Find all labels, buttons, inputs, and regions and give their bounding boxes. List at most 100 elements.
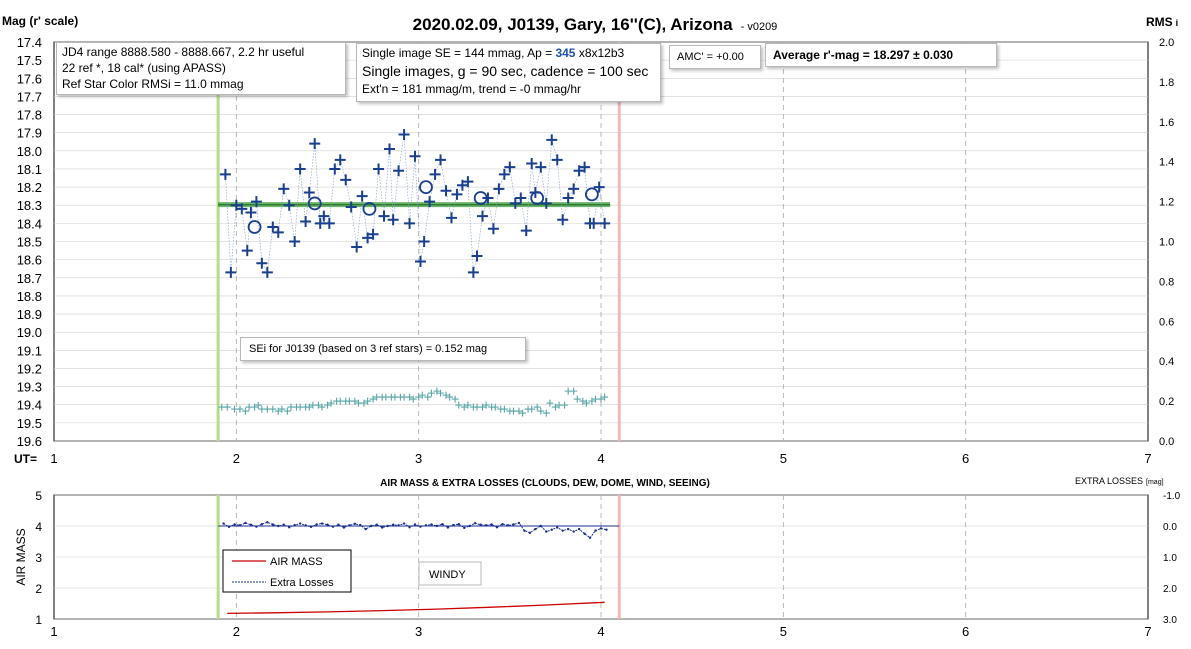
average-mag-box: Average r'-mag = 18.297 ± 0.030 — [765, 43, 997, 67]
extra-losses-point — [435, 524, 439, 528]
extra-losses-point — [222, 522, 225, 525]
group-mean-point — [530, 191, 545, 205]
single-mag-point — [383, 143, 395, 155]
sei-box: SEi for J0139 (based on 3 ref stars) = 0… — [240, 337, 526, 361]
single-mag-point — [482, 192, 494, 204]
rms-point — [314, 401, 322, 409]
single-mag-point — [334, 154, 346, 166]
single-mag-point — [225, 266, 237, 278]
single-mag-point — [520, 225, 532, 237]
y-tick-right: 0.4 — [1159, 356, 1174, 368]
ref-color-rms: Ref Star Color RMSi = 11.0 mmag — [62, 77, 244, 91]
chart-version: - v0209 — [741, 21, 778, 33]
y-tick-left: 18.9 — [17, 307, 42, 322]
y-tick-right: 1.8 — [1159, 77, 1174, 89]
single-mag-point — [515, 192, 527, 204]
single-image-se: Single image SE = 144 mmag, Ap = 345 x8x… — [362, 45, 660, 61]
single-mag-point — [509, 197, 521, 209]
single-images-exposure: Single images, g = 90 sec, cadence = 100… — [362, 63, 649, 79]
y-tick-left: 2 — [35, 582, 42, 596]
single-mag-point — [568, 183, 580, 195]
ref-stars: 22 ref *, 18 cal* (using APASS) — [62, 61, 226, 75]
rms-point — [360, 399, 368, 407]
rms-point — [433, 387, 441, 395]
extra-losses-point — [534, 527, 537, 531]
group-mean-point — [584, 187, 599, 202]
rms-point — [561, 401, 569, 409]
y-tick-left: 17.8 — [17, 108, 42, 123]
y-tick-left: 19.4 — [17, 398, 42, 413]
extra-losses-title-group: EXTRA LOSSES [mag] — [1075, 476, 1164, 486]
x-tick: 5 — [780, 624, 787, 639]
extra-losses-point — [430, 523, 433, 526]
y-tick-right: 0.6 — [1159, 316, 1174, 328]
extra-losses-point — [495, 526, 499, 529]
sei-value: SEi for J0139 (based on 3 ref stars) = 0… — [249, 343, 488, 355]
rms-point — [542, 409, 550, 417]
single-mag-point — [323, 217, 335, 229]
rms-point — [424, 393, 432, 401]
extra-losses-point — [545, 530, 548, 533]
single-mag-point — [579, 161, 591, 173]
y-tick-left: 18.0 — [17, 144, 42, 159]
single-mag-point — [551, 154, 563, 166]
extra-losses-point — [446, 526, 450, 529]
extra-losses-point — [364, 527, 367, 531]
single-mag-point — [546, 134, 558, 146]
rms-point — [274, 407, 282, 415]
extra-losses-point — [244, 521, 247, 525]
rms-point — [464, 401, 472, 409]
y-tick-left: 19.6 — [17, 434, 42, 449]
extra-losses-point — [249, 523, 253, 526]
rms-point — [305, 403, 313, 411]
single-mag-point — [526, 158, 538, 170]
extra-losses-point — [309, 525, 313, 529]
extra-losses-point — [506, 524, 510, 527]
extra-losses-point — [391, 523, 395, 526]
extra-losses-point — [594, 529, 597, 532]
single-mag-point — [498, 168, 510, 180]
single-mag-point — [329, 163, 341, 175]
extra-losses-point — [599, 527, 603, 530]
single-mag-point — [471, 250, 483, 262]
group-mean-point — [307, 196, 322, 211]
single-mag-point — [318, 210, 330, 222]
x-tick: 3 — [415, 624, 422, 639]
extra-losses-point — [320, 522, 324, 525]
rms-point — [515, 407, 523, 415]
y-tick-left: 19.5 — [17, 416, 42, 431]
y-tick-right: 0.0 — [1163, 522, 1177, 533]
extra-losses-unit: [mag] — [1146, 479, 1164, 486]
extra-losses-point — [227, 525, 231, 529]
rms-point — [546, 399, 554, 407]
extra-losses-point — [588, 536, 592, 539]
extra-losses-point — [561, 529, 564, 532]
rms-point — [327, 399, 335, 407]
extra-losses-point — [419, 525, 422, 528]
single-mag-point — [267, 221, 279, 233]
rms-point — [269, 405, 277, 413]
ut-label: UT= — [14, 452, 37, 466]
y-tick-right: 3.0 — [1163, 615, 1177, 626]
y-tick-right: 2.0 — [1163, 584, 1177, 595]
x-tick: 1 — [50, 451, 57, 466]
single-mag-point — [487, 223, 499, 235]
single-mag-point — [398, 128, 410, 140]
single-mag-point — [451, 188, 463, 200]
right-axis-title-group: RMS i — [1146, 15, 1178, 29]
y-tick-left: 18.5 — [17, 235, 42, 250]
y-tick-left: 1 — [35, 613, 42, 627]
rms-point — [427, 389, 435, 397]
extra-losses-point — [517, 521, 521, 525]
single-mag-point — [588, 217, 600, 229]
legend-airmass-label: AIR MASS — [270, 556, 323, 568]
y-tick-left: 18.3 — [17, 198, 42, 213]
single-mag-point — [303, 187, 315, 199]
rms-point — [597, 395, 605, 403]
single-mag-point — [424, 196, 436, 208]
extra-losses-point — [238, 524, 242, 527]
single-mag-point — [429, 168, 441, 180]
info-box-range: JD4 range 8888.580 - 8888.667, 2.2 hr us… — [56, 42, 346, 95]
single-mag-point — [557, 214, 569, 226]
extra-losses-point — [523, 529, 526, 532]
